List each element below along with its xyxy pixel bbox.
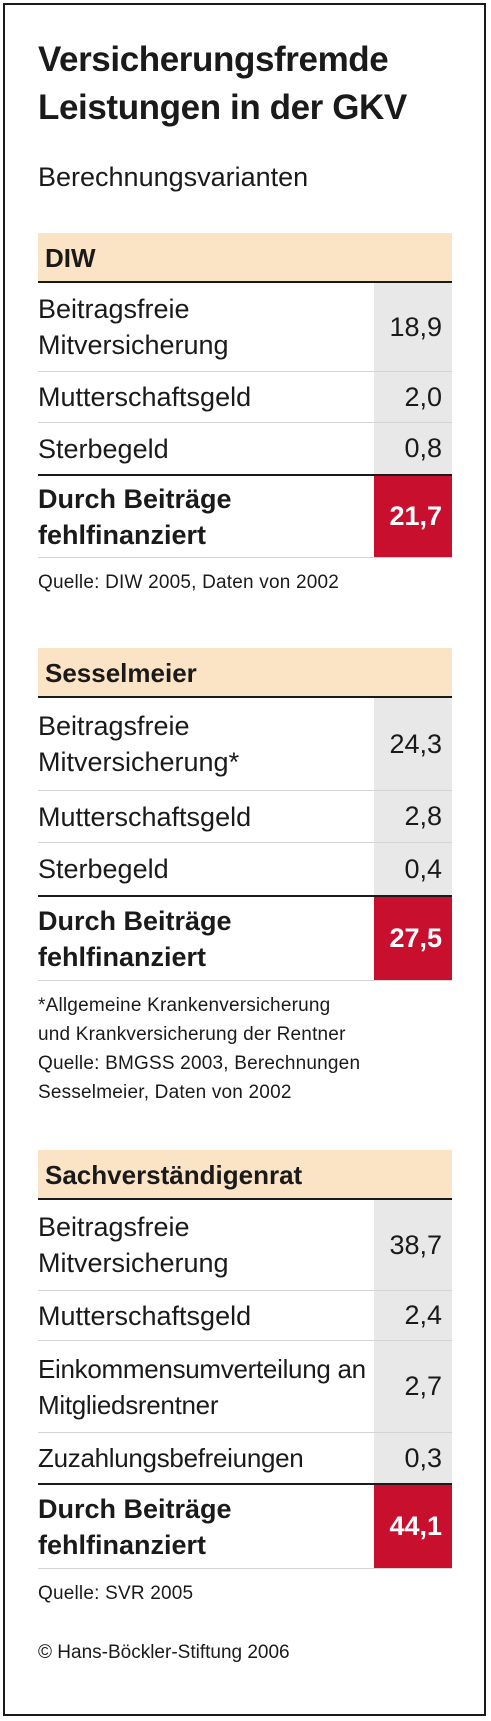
table-row: Sterbegeld 0,8: [38, 423, 452, 474]
row-value: 0,8: [374, 423, 452, 474]
total-label: Durch Beiträge fehlfinanziert: [38, 483, 232, 550]
note-line: Quelle: SVR 2005: [38, 1583, 194, 1604]
source-note: Quelle: DIW 2005, Daten von 2002: [38, 568, 452, 597]
row-label: Sterbegeld: [38, 433, 169, 464]
chart-title: Versicherungsfremde Leistungen in der GK…: [38, 40, 407, 127]
table-row: Beitragsfreie Mitversicherung 38,7: [38, 1200, 452, 1291]
row-value: 0,3: [374, 1433, 452, 1483]
row-label: Beitragsfreie Mitversicherung: [38, 1212, 229, 1278]
row-value: 38,7: [374, 1200, 452, 1290]
row-label: Mutterschaftsgeld: [38, 801, 252, 832]
row-label: Beitragsfreie Mitversicherung: [38, 294, 229, 360]
row-label: Zuzahlungsbefreiungen: [38, 1443, 304, 1473]
table-row: Mutterschaftsgeld 2,8: [38, 791, 452, 843]
total-value: 27,5: [374, 897, 452, 980]
row-value: 2,8: [374, 791, 452, 842]
note-line: Quelle: BMGSS 2003, Berechnungen: [38, 1053, 361, 1074]
section-sachverstaendigenrat: Sachverständigenrat Beitragsfreie Mitver…: [38, 1150, 452, 1608]
row-label: Beitragsfreie Mitversicherung*: [38, 711, 240, 777]
row-label: Sterbegeld: [38, 854, 169, 884]
chart-frame: [3, 3, 486, 1716]
note-line: und Krankversicherung der Rentner: [38, 1024, 346, 1045]
row-label: Mutterschaftsgeld: [38, 1300, 252, 1331]
row-value: 2,4: [374, 1291, 452, 1340]
row-value: 2,0: [374, 372, 452, 422]
total-label: Durch Beiträge fehlfinanziert: [38, 1493, 232, 1560]
section-header: Sesselmeier: [38, 648, 452, 698]
row-value: 0,4: [374, 843, 452, 895]
chart-subtitle: Berechnungsvarianten: [38, 162, 309, 192]
copyright: © Hans-Böckler-Stiftung 2006: [38, 1642, 290, 1663]
row-label: Einkommensumverteilung an Mitgliedsrentn…: [38, 1353, 366, 1420]
note-line: *Allgemeine Krankenversicherung: [38, 995, 331, 1016]
row-value: 18,9: [374, 283, 452, 371]
table-row: Sterbegeld 0,4: [38, 843, 452, 895]
total-row: Durch Beiträge fehlfinanziert 21,7: [38, 474, 452, 558]
source-note: Quelle: SVR 2005: [38, 1579, 452, 1608]
section-header: DIW: [38, 233, 452, 283]
total-row: Durch Beiträge fehlfinanziert 27,5: [38, 895, 452, 981]
table-row: Zuzahlungsbefreiungen 0,3: [38, 1433, 452, 1483]
table-row: Einkommensumverteilung an Mitgliedsrentn…: [38, 1341, 452, 1433]
total-value: 44,1: [374, 1485, 452, 1568]
section-diw: DIW Beitragsfreie Mitversicherung 18,9 M…: [38, 233, 452, 597]
total-label: Durch Beiträge fehlfinanziert: [38, 905, 232, 972]
table-row: Beitragsfreie Mitversicherung 18,9: [38, 283, 452, 372]
section-sesselmeier: Sesselmeier Beitragsfreie Mitversicherun…: [38, 648, 452, 1107]
section-header: Sachverständigenrat: [38, 1150, 452, 1200]
total-row: Durch Beiträge fehlfinanziert 44,1: [38, 1483, 452, 1569]
source-note: *Allgemeine Krankenversicherung und Kran…: [38, 991, 452, 1107]
note-line: Sesselmeier, Daten von 2002: [38, 1082, 292, 1103]
row-value: 2,7: [374, 1341, 452, 1432]
total-value: 21,7: [374, 476, 452, 557]
table-row: Mutterschaftsgeld 2,0: [38, 372, 452, 423]
row-value: 24,3: [374, 698, 452, 790]
table-row: Beitragsfreie Mitversicherung* 24,3: [38, 698, 452, 791]
row-label: Mutterschaftsgeld: [38, 382, 252, 412]
table-row: Mutterschaftsgeld 2,4: [38, 1291, 452, 1341]
note-line: Quelle: DIW 2005, Daten von 2002: [38, 572, 340, 593]
